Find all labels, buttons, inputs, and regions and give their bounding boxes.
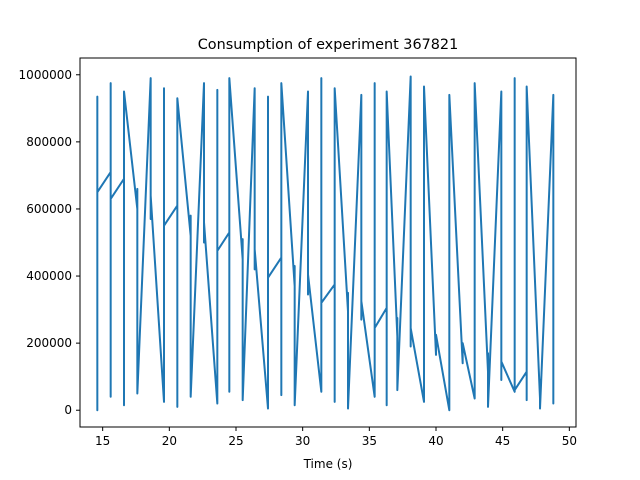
- y-tick-label: 0: [64, 403, 72, 417]
- y-tick-label: 200000: [26, 336, 72, 350]
- series-line-0: [96, 75, 555, 412]
- y-tick-label: 800000: [26, 135, 72, 149]
- x-axis-label: Time (s): [303, 457, 353, 471]
- x-tick-label: 35: [362, 434, 377, 448]
- y-axis-ticks: 0 200000 400000 600000 800000 1000000: [19, 68, 80, 417]
- x-tick-label: 50: [562, 434, 577, 448]
- x-axis-ticks: 15 20 25 30 35 40 45 50: [95, 427, 577, 448]
- plot-area: [79, 57, 577, 428]
- x-tick-label: 15: [95, 434, 110, 448]
- x-tick-label: 25: [228, 434, 243, 448]
- y-tick-label: 1000000: [19, 68, 72, 82]
- axes-frame: [79, 57, 577, 428]
- x-tick-label: 45: [495, 434, 510, 448]
- y-tick-label: 600000: [26, 202, 72, 216]
- x-tick-label: 30: [295, 434, 310, 448]
- x-tick-label: 20: [162, 434, 177, 448]
- x-tick-label: 40: [428, 434, 443, 448]
- y-tick-label: 400000: [26, 269, 72, 283]
- chart-title: Consumption of experiment 367821: [198, 37, 459, 53]
